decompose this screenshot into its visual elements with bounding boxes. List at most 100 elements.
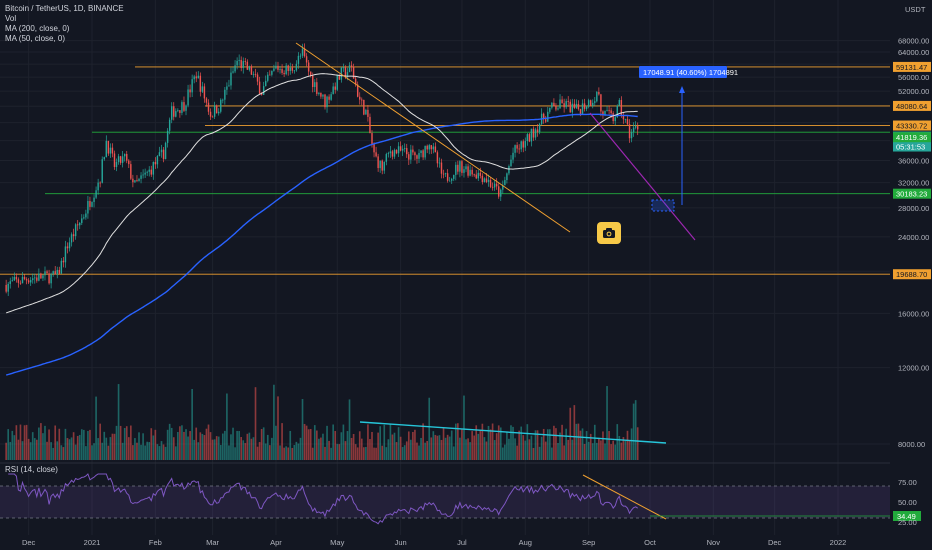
candle-body (318, 92, 320, 94)
candle-body (330, 94, 332, 100)
candle-body (238, 59, 240, 61)
candle-body (301, 48, 304, 56)
volume-bar (608, 431, 610, 460)
candle-body (34, 277, 36, 279)
volume-bar (479, 429, 482, 460)
candle-body (224, 89, 226, 100)
volume-bar (240, 437, 243, 460)
candle-body (342, 67, 345, 69)
candle-body (215, 105, 218, 114)
candle-body (5, 284, 7, 292)
volume-bar (7, 429, 10, 460)
volume-bar (303, 423, 306, 460)
volume-bar (35, 439, 38, 460)
rsi-indicator-label[interactable]: RSI (14, close) (5, 465, 58, 474)
volume-bar (156, 444, 159, 460)
candle-body (168, 119, 171, 131)
volume-bar (565, 428, 567, 460)
volume-bar (356, 447, 359, 460)
volume-trendline[interactable] (359, 421, 667, 444)
volume-bar (127, 437, 130, 460)
volume-bar (600, 440, 602, 460)
volume-bar (497, 425, 500, 460)
volume-bar (199, 432, 202, 460)
candle-body (573, 103, 576, 108)
candle-body (430, 145, 432, 150)
time-tick-label: Aug (519, 538, 532, 547)
volume-bar (70, 437, 73, 460)
candle-body (244, 61, 247, 62)
candle-body (602, 111, 604, 116)
rsi-tick-label: 25.00 (898, 518, 917, 527)
candle-body (444, 173, 447, 175)
ma200-indicator-label[interactable]: MA (200, close, 0) (5, 24, 70, 33)
volume-bar (119, 425, 122, 460)
candle-body (438, 162, 441, 164)
candle-body (91, 201, 93, 207)
volume-bar (334, 431, 337, 460)
volume-bar (99, 423, 101, 460)
candle-body (156, 156, 159, 165)
candle-body (183, 102, 185, 111)
candle-body (228, 85, 230, 87)
candle-body (465, 166, 467, 170)
candle-body (85, 213, 87, 218)
candle-body (50, 273, 52, 284)
candle-body (252, 74, 255, 76)
candle-body (99, 182, 101, 184)
volume-bar (636, 427, 639, 460)
candle-body (608, 110, 610, 111)
volume-bar (612, 440, 614, 460)
candle-body (406, 148, 408, 155)
vol-indicator-label[interactable]: Vol (5, 14, 17, 23)
snapshot-camera-button[interactable] (597, 222, 621, 244)
time-tick-label: 2022 (830, 538, 847, 547)
volume-bar (381, 445, 384, 460)
ma50-indicator-label[interactable]: MA (50, close, 0) (5, 34, 66, 43)
volume-bar (506, 432, 508, 460)
candle-body (428, 145, 430, 150)
volume-bar (467, 438, 469, 460)
volume-bar (606, 386, 608, 460)
volume-bar (559, 432, 561, 460)
volume-bar (111, 433, 114, 460)
volume-bar (338, 444, 341, 460)
volume-bar (281, 423, 283, 460)
volume-bar (495, 433, 498, 460)
volume-bar (483, 437, 486, 460)
candle-body (170, 106, 173, 120)
volume-bar (38, 427, 40, 460)
rsi-panel (0, 462, 890, 525)
measure-tool[interactable]: 17048.91 (40.60%) 1704891 (639, 66, 738, 212)
candle-body (348, 65, 351, 73)
volume-bar (101, 442, 104, 460)
candle-body (79, 222, 81, 226)
candle-body (132, 178, 134, 183)
candle-body (32, 278, 34, 281)
candle-body (555, 105, 557, 110)
candle-body (334, 86, 336, 90)
candle-body (42, 275, 44, 279)
volume-bar (203, 435, 206, 460)
price-tick-label: 68000.00 (898, 37, 929, 46)
volume-bar (577, 423, 580, 460)
symbol-title[interactable]: Bitcoin / TetherUS, 1D, BINANCE (5, 4, 124, 13)
time-axis[interactable]: Dec 2021 Feb Mar Apr May Jun Jul Aug Sep Oct Nov Dec… (22, 538, 846, 547)
price-tick-label: 64000.00 (898, 48, 929, 57)
volume-bar (250, 438, 253, 460)
candle-body (93, 197, 95, 202)
candle-body (636, 126, 639, 130)
candle-body (567, 101, 569, 102)
purple-trendline[interactable] (589, 112, 696, 241)
candle-body (520, 141, 522, 150)
volume-bar (213, 439, 216, 460)
volume-bar (91, 445, 93, 460)
volume-bar (499, 427, 502, 460)
candle-body (399, 146, 402, 151)
price-axis[interactable]: 68000.0064000.0060000.0056000.0052000.00… (898, 37, 929, 449)
orange-trendline[interactable] (295, 42, 571, 233)
volume-bar (557, 443, 559, 460)
candle-body (25, 279, 28, 281)
volume-bar (324, 446, 326, 460)
